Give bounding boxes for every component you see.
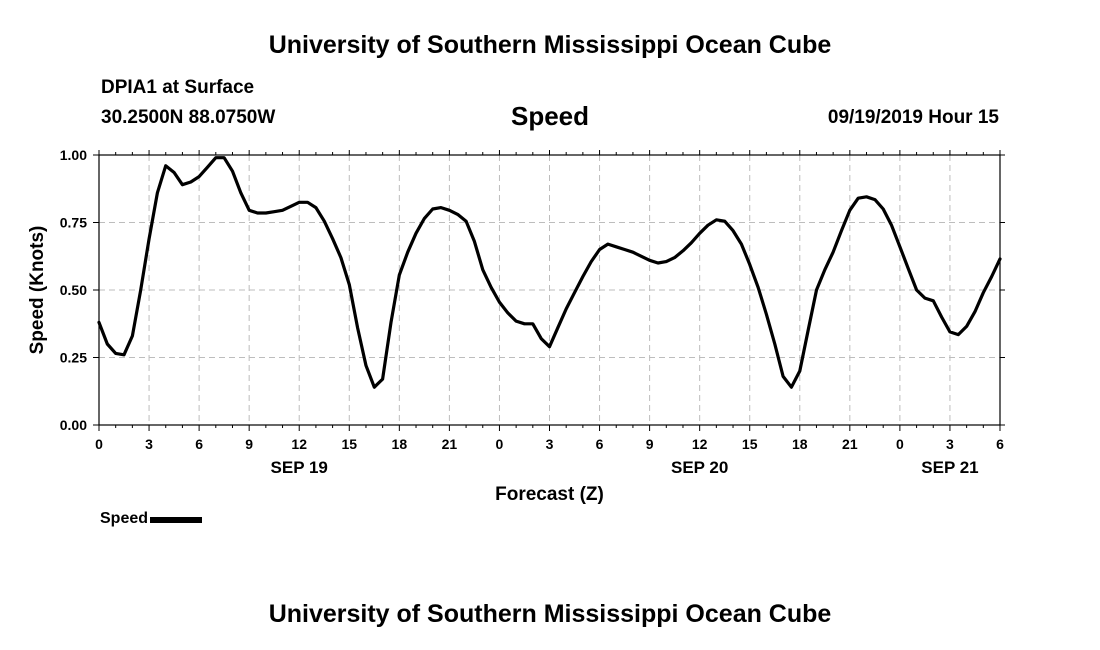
grid-lines — [99, 155, 1000, 425]
axis-labels: 0 3 6 9 12 15 18 21 0 3 6 9 12 15 18 21 0 3 6 0.00 0.25 0.50 0… — [60, 147, 1004, 477]
date-label: SEP 21 — [921, 458, 978, 477]
legend: Speed — [100, 509, 203, 529]
x-tick-label: 15 — [341, 436, 357, 452]
legend-swatch — [150, 517, 203, 523]
x-tick-label: 21 — [842, 436, 858, 452]
x-tick-label: 0 — [95, 436, 103, 452]
x-tick-label: 9 — [646, 436, 654, 452]
x-tick-label: 6 — [195, 436, 203, 452]
x-tick-label: 12 — [692, 436, 708, 452]
y-tick-label: 0.25 — [60, 350, 87, 366]
date-label: SEP 19 — [271, 458, 328, 477]
plot-frame — [98, 154, 1001, 426]
legend-label: Speed — [100, 510, 149, 527]
x-tick-label: 15 — [742, 436, 758, 452]
speed-series-line — [97, 156, 1002, 389]
y-tick-label: 1.00 — [60, 147, 87, 163]
chart-title: Speed — [510, 101, 590, 131]
coordinates-label: 30.2500N 88.0750W — [101, 107, 276, 128]
x-tick-label: 3 — [546, 436, 554, 452]
x-tick-label: 12 — [291, 436, 307, 452]
station-label: DPIA1 at Surface — [101, 77, 255, 98]
footer-title: University of Southern Mississippi Ocean… — [268, 600, 832, 628]
y-tick-label: 0.50 — [60, 282, 87, 298]
y-tick-label: 0.75 — [60, 215, 87, 231]
x-tick-label: 0 — [896, 436, 904, 452]
x-axis-title: Forecast (Z) — [495, 484, 604, 505]
date-label: SEP 20 — [671, 458, 728, 477]
x-tick-label: 21 — [442, 436, 458, 452]
x-tick-label: 18 — [792, 436, 808, 452]
y-axis-title: Speed (Knots) — [27, 226, 48, 355]
x-tick-label: 6 — [596, 436, 604, 452]
x-tick-label: 6 — [996, 436, 1004, 452]
page-title: University of Southern Mississippi Ocean… — [268, 31, 832, 59]
x-tick-label: 3 — [145, 436, 153, 452]
y-tick-label: 0.00 — [60, 417, 87, 433]
x-tick-label: 3 — [946, 436, 954, 452]
x-tick-label: 0 — [496, 436, 504, 452]
x-tick-label: 9 — [245, 436, 253, 452]
x-tick-label: 18 — [392, 436, 408, 452]
forecast-datetime: 09/19/2019 Hour 15 — [827, 107, 999, 128]
